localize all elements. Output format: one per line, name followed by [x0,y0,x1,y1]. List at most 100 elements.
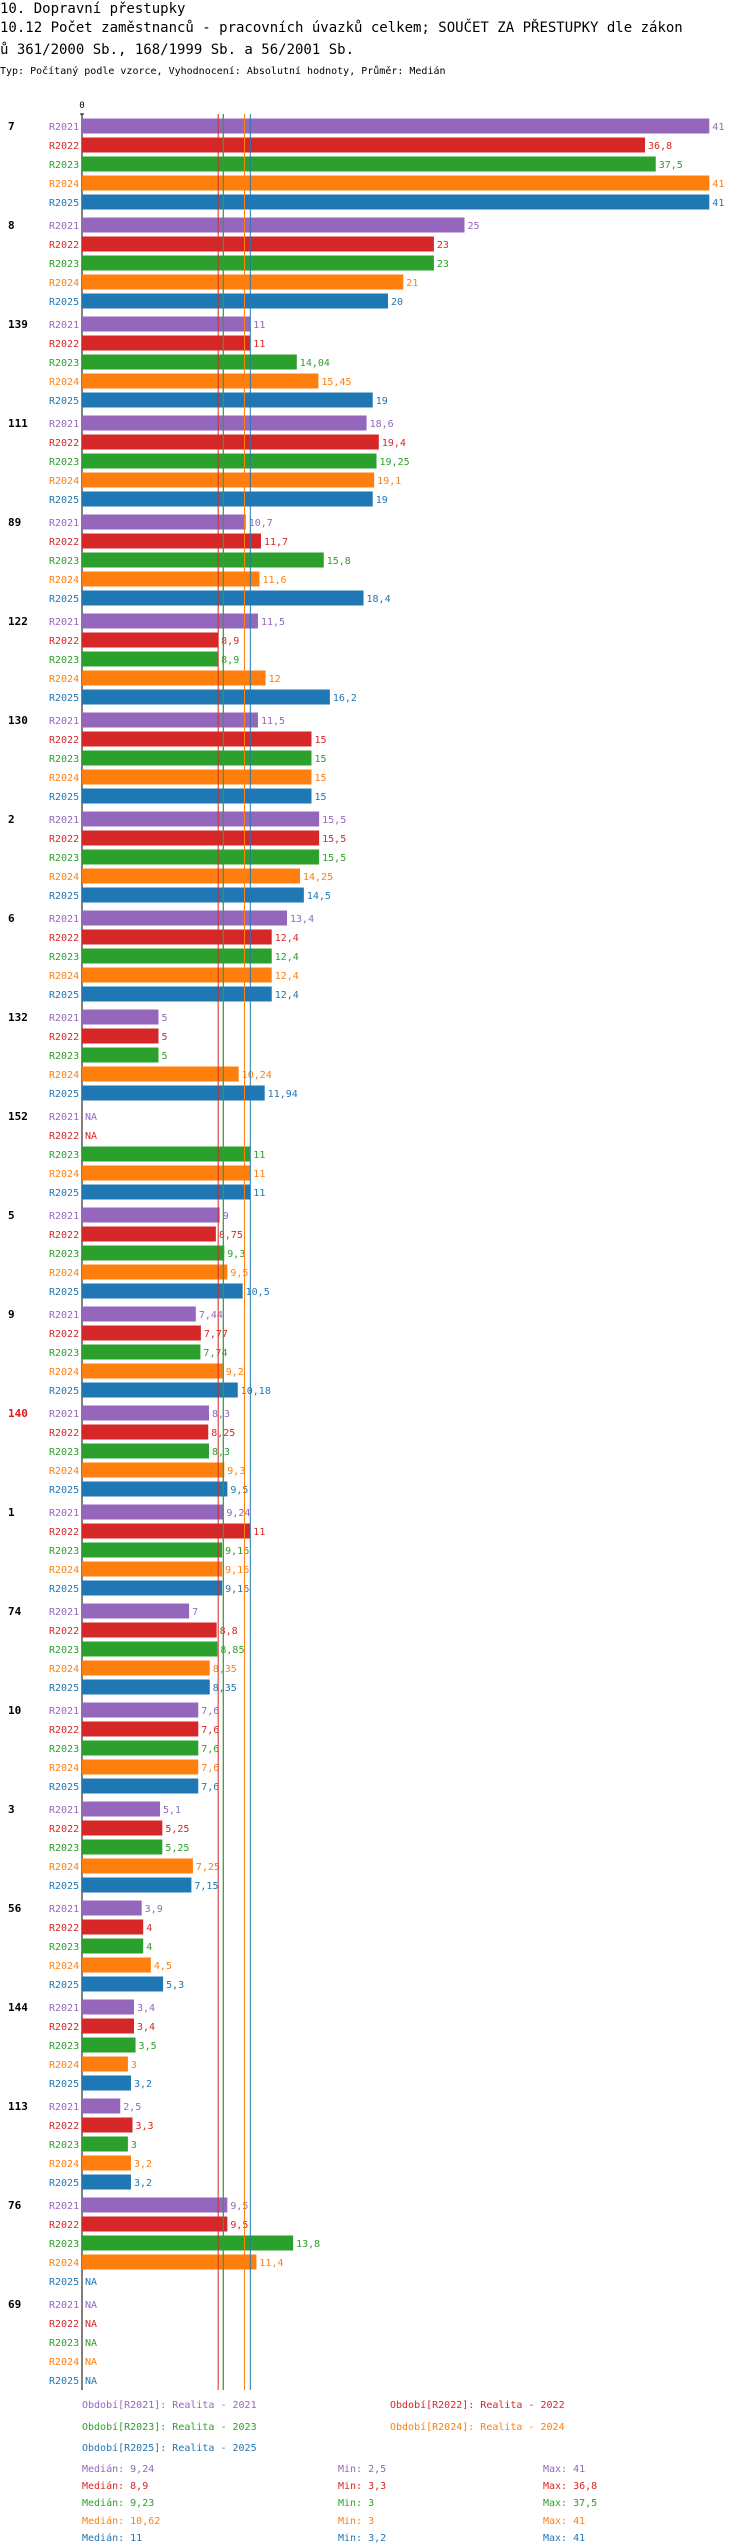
bar-value-label: 10,18 [241,1386,271,1397]
legend-item: Období[R2024]: Realita - 2024 [390,2422,565,2433]
bar [82,1759,199,1775]
bar-value-label: 7 [192,1607,198,1618]
series-label: R2025 [49,495,79,506]
series-label: R2025 [49,1881,79,1892]
bar-value-label: 11,6 [262,575,286,586]
x-axis-zero-label: 0 [79,101,84,111]
series-label: R2022 [49,933,79,944]
series-label: R2021 [49,1508,79,1519]
series-label: R2021 [49,1805,79,1816]
series-label: R2025 [49,594,79,605]
bar-value-label: 12 [269,674,281,685]
bar [82,2117,133,2133]
bar-value-label: 11,4 [259,2258,283,2269]
bar [82,1740,199,1756]
series-label: R2024 [49,773,79,784]
series-label: R2022 [49,1824,79,1835]
bar-value-label: 18,4 [367,594,391,605]
bar [82,1820,163,1836]
series-label: R2021 [49,1607,79,1618]
bar [82,354,297,370]
series-label: R2024 [49,575,79,586]
bar [82,1009,159,1025]
series-label: R2023 [49,2041,79,2052]
bar [82,750,312,766]
series-label: R2021 [49,2201,79,2212]
bar [82,1839,163,1855]
bar [82,1306,196,1322]
bar [82,1778,199,1794]
bar-value-label: 41 [712,179,724,190]
bar-value-label: 9,3 [227,1249,245,1260]
series-label: R2025 [49,1089,79,1100]
bar-value-label: 12,4 [275,971,299,982]
series-label: R2021 [49,518,79,529]
series-label: R2025 [49,297,79,308]
bar-value-label: 23 [437,240,449,251]
series-label: R2022 [49,537,79,548]
bar-value-label: 3,2 [134,2159,152,2170]
series-label: R2024 [49,1169,79,1180]
series-label: R2022 [49,339,79,350]
bar-value-label: 7,6 [201,1706,219,1717]
bar [82,1504,224,1520]
series-label: R2023 [49,655,79,666]
series-label: R2025 [49,891,79,902]
bar [82,986,272,1002]
group-label: 89 [8,516,21,529]
stat-max: Max: 41 [543,2464,586,2475]
series-label: R2025 [49,2079,79,2090]
legend-item: Období[R2021]: Realita - 2021 [82,2400,257,2411]
bar [82,1405,209,1421]
bar [82,1561,223,1577]
stat-median: Medián: 9,23 [82,2498,155,2510]
series-label: R2021 [49,815,79,826]
series-label: R2024 [49,1070,79,1081]
bar-value-label: 7,6 [201,1782,219,1793]
bar-value-label: 41 [712,122,724,133]
bar-value-label: 11 [253,320,265,331]
bar [82,1542,223,1558]
bar-value-label: 15,5 [322,853,346,864]
series-label: R2023 [49,1843,79,1854]
stat-median: Medián: 10,62 [82,2515,161,2527]
bar-value-label: 19,1 [377,476,401,487]
bar-value-label: 14,5 [307,891,331,902]
series-label: R2024 [49,2258,79,2269]
bar [82,868,301,884]
chart-subtitle-line1: 10.12 Počet zaměstnanců - pracovních úva… [0,20,683,36]
bar [82,1325,201,1341]
bar-value-label: 7,77 [204,1329,228,1340]
stat-min: Min: 3,3 [338,2481,387,2493]
group-label: 1 [8,1506,15,1519]
stat-min: Min: 3,2 [338,2532,387,2544]
bar [82,1344,201,1360]
bar-value-label: 13,4 [290,914,314,925]
series-label: R2023 [49,1150,79,1161]
series-label: R2024 [49,476,79,487]
bar [82,887,304,903]
series-label: R2022 [49,2319,79,2330]
series-label: R2023 [49,1447,79,1458]
series-label: R2023 [49,259,79,270]
bar-value-label: 8,9 [221,655,239,666]
series-label: R2021 [49,1706,79,1717]
bar-value-label: 3,9 [145,1904,163,1915]
bar-value-label: 11,7 [264,537,288,548]
bar-value-label: 3,3 [135,2121,153,2132]
bar [82,1424,209,1440]
group-label: 7 [8,120,15,133]
series-label: R2021 [49,122,79,133]
bar-value-label: 8,35 [213,1664,237,1675]
group-label: 122 [8,615,28,628]
bar [82,1165,251,1181]
group-label: 130 [8,714,28,727]
series-label: R2023 [49,853,79,864]
bar-value-label: 15 [315,735,327,746]
bar [82,769,312,785]
bar [82,788,312,804]
bar [82,1481,228,1497]
series-label: R2023 [49,1546,79,1557]
bar-value-label: 14,04 [300,358,330,369]
bar [82,712,258,728]
